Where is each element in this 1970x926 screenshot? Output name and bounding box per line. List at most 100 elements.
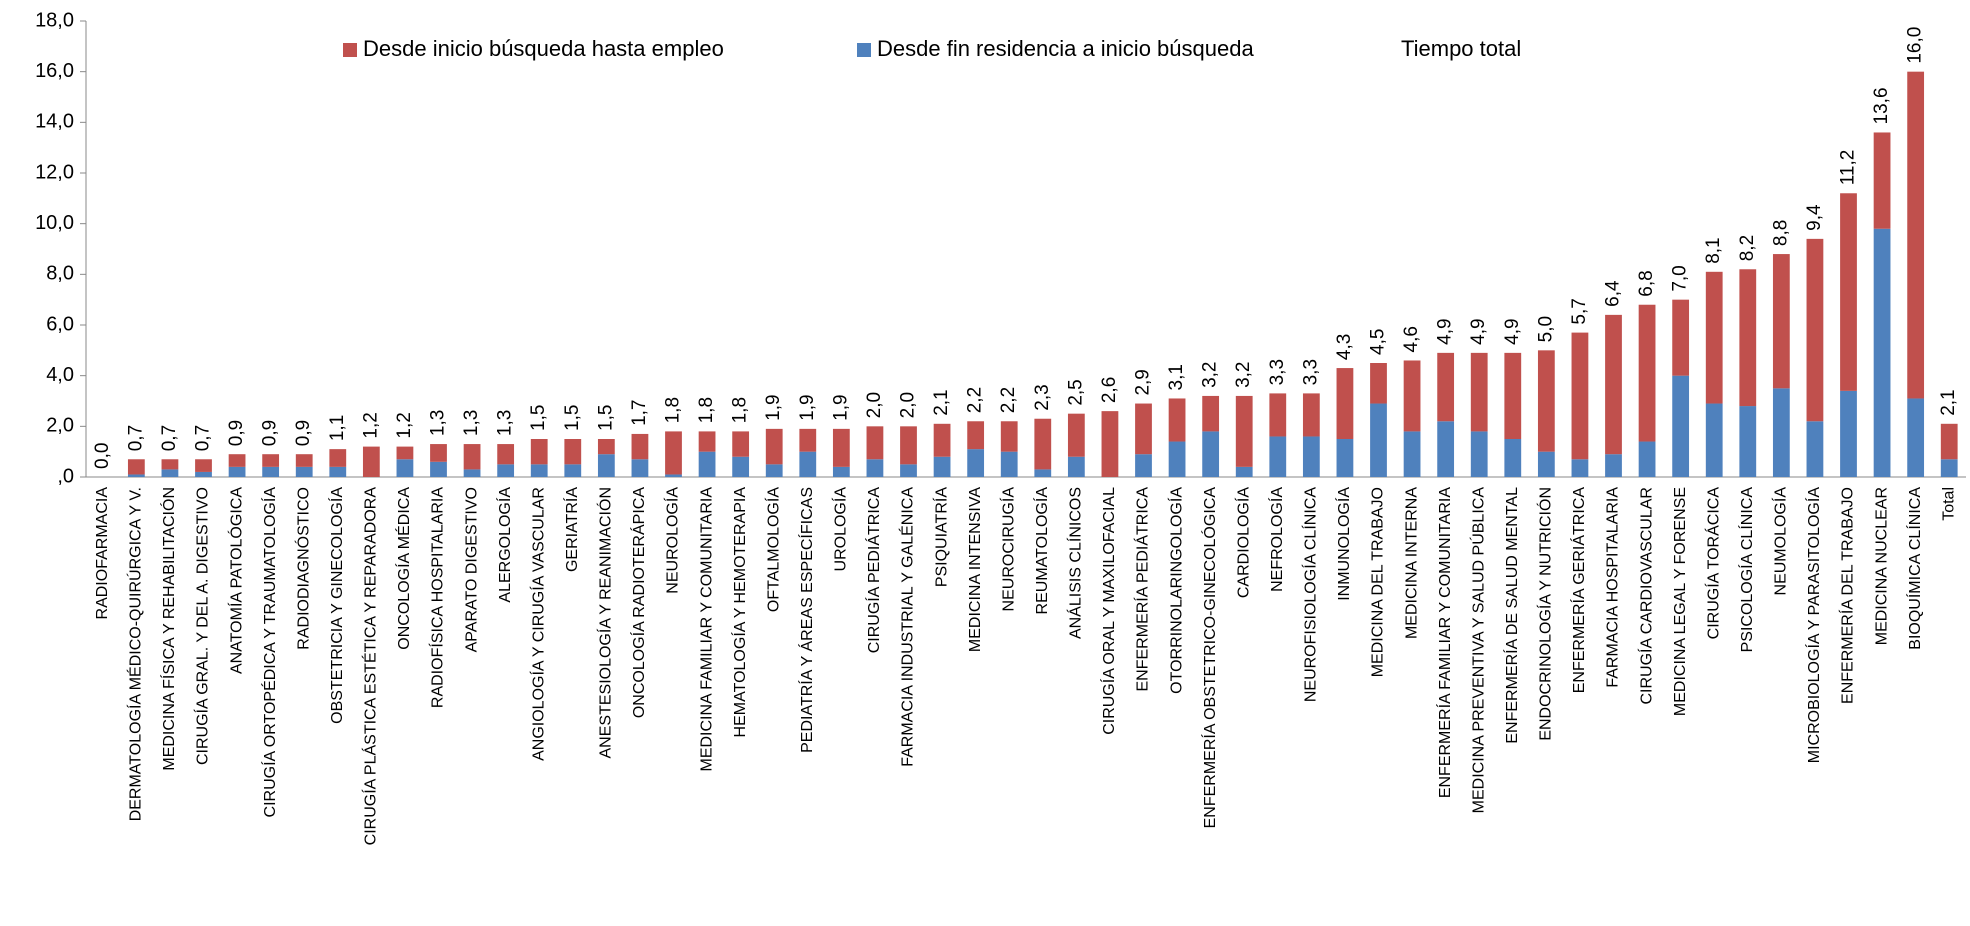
bar-segment — [698, 451, 716, 477]
bar-segment — [1907, 398, 1925, 477]
bar-segment — [1638, 441, 1656, 477]
value-label: 8,8 — [1770, 220, 1791, 246]
x-tick-label: MEDICINA PREVENTIVA Y SALUD PÚBLICA — [1468, 487, 1487, 814]
value-label: 3,2 — [1233, 362, 1254, 388]
x-tick-label: CIRUGÍA PEDIÁTRICA — [864, 487, 883, 654]
bar-segment — [430, 444, 447, 462]
value-label: 0,0 — [92, 443, 113, 469]
bar-segment — [1000, 451, 1018, 477]
bar-segment — [1437, 352, 1455, 422]
value-label: 1,9 — [763, 394, 784, 420]
x-tick-label: MEDICINA DEL TRABAJO — [1370, 487, 1387, 677]
value-label: 1,8 — [663, 397, 684, 423]
bar-segment — [1672, 375, 1690, 477]
x-tick-label: ENFERMERÍA DE SALUD MENTAL — [1502, 487, 1521, 744]
value-label: 2,0 — [864, 392, 885, 418]
y-tick-label: 16,0 — [35, 60, 74, 82]
value-label: 2,2 — [998, 387, 1019, 413]
value-label: 2,2 — [965, 387, 986, 413]
bar-segment — [1470, 431, 1488, 477]
x-tick-label: CIRUGÍA GRAL. Y DEL A. DIGESTIVO — [193, 487, 212, 765]
value-label: 3,1 — [1166, 364, 1187, 390]
bar-segment — [665, 431, 682, 475]
bar-segment — [1605, 454, 1622, 477]
legend-label: Desde fin residencia a inicio búsqueda — [877, 36, 1254, 61]
bar-segment — [564, 464, 582, 477]
x-tick-label: RADIOFÍSICA HOSPITALARIA — [428, 487, 447, 708]
bar-segment — [1470, 352, 1488, 432]
bar-segment — [631, 459, 649, 477]
bar-segment — [1000, 421, 1018, 452]
x-tick-label: ENFERMERÍA PEDIÁTRICA — [1133, 487, 1152, 692]
bar-segment — [1739, 406, 1757, 477]
y-tick-label: 10,0 — [35, 212, 74, 234]
value-label: 16,0 — [1905, 27, 1926, 64]
x-tick-label: CIRUGÍA ORAL Y MAXILOFACIAL — [1099, 487, 1118, 735]
bar-segment — [497, 444, 515, 465]
bar-segment — [1336, 368, 1354, 439]
bar-segment — [1705, 403, 1723, 477]
bar-segment — [799, 451, 817, 477]
x-tick-label: NEUROCIRUGÍA — [998, 487, 1017, 612]
bar-segment — [1605, 314, 1622, 455]
x-tick-label: CIRUGÍA TORÁCICA — [1703, 487, 1722, 640]
bar-segment — [1504, 439, 1522, 477]
x-tick-label: MEDICINA INTENSIVA — [967, 487, 984, 652]
bar-segment — [1269, 436, 1287, 477]
x-tick-label: PSIQUIATRÍA — [931, 487, 950, 587]
value-label: 0,7 — [125, 425, 146, 451]
legend-swatch — [857, 43, 871, 57]
value-label: 6,4 — [1603, 280, 1624, 307]
bar-segment — [967, 421, 985, 450]
x-tick-label: ANGIOLOGÍA Y CIRUGÍA VASCULAR — [528, 487, 547, 761]
bar-segment — [1370, 363, 1387, 404]
bar-segment — [1840, 390, 1857, 477]
bar-segment — [1235, 395, 1253, 467]
bar-segment — [1772, 388, 1790, 477]
value-label: 5,7 — [1569, 298, 1590, 324]
x-tick-label: GERIATRÍA — [562, 487, 581, 572]
value-label: 4,9 — [1435, 318, 1456, 344]
bar-segment — [530, 464, 548, 477]
legend-swatch — [343, 43, 357, 57]
bar-segment — [228, 466, 246, 477]
value-label: 0,7 — [193, 425, 214, 451]
value-label: 2,1 — [1938, 389, 1959, 415]
bar-segment — [933, 423, 951, 457]
value-label: 9,4 — [1804, 204, 1825, 231]
x-tick-label: RADIODIAGNÓSTICO — [293, 487, 312, 650]
bar-segment — [1067, 413, 1085, 457]
value-label: 4,5 — [1368, 329, 1389, 355]
bar-segment — [127, 474, 145, 477]
value-label: 1,3 — [495, 410, 516, 436]
value-label: 4,3 — [1334, 334, 1355, 360]
value-label: 3,2 — [1200, 362, 1221, 388]
value-label: 2,9 — [1133, 369, 1154, 395]
value-label: 1,3 — [428, 410, 449, 436]
value-label: 1,7 — [629, 400, 650, 426]
x-tick-label: ENFERMERÍA FAMILIAR Y COMUNITARIA — [1435, 487, 1454, 798]
x-tick-label: FARMACIA HOSPITALARIA — [1605, 487, 1622, 688]
x-tick-label: MEDICINA FAMILIAR Y COMUNITARIA — [698, 487, 715, 772]
bar-segment — [1571, 332, 1589, 460]
value-label: 2,3 — [1032, 384, 1053, 410]
x-tick-label: OBSTETRICIA Y GINECOLOGÍA — [327, 487, 346, 724]
x-tick-label: ENDOCRINOLOGÍA Y NUTRICIÓN — [1536, 487, 1555, 741]
x-tick-label: UROLOGÍA — [831, 487, 850, 572]
x-tick-label: ANESTESIOLOGÍA Y REANIMACIÓN — [596, 487, 615, 758]
bar-segment — [161, 459, 179, 470]
bar-segment — [1135, 454, 1152, 477]
y-tick-label: 12,0 — [35, 161, 74, 183]
value-label: 1,8 — [730, 397, 751, 423]
x-tick-label: RADIOFARMACIA — [94, 487, 111, 620]
bar-segment — [1571, 459, 1589, 477]
bar-segment — [1672, 299, 1690, 376]
value-label: 0,9 — [260, 420, 281, 446]
bar-segment — [698, 431, 716, 452]
value-label: 0,9 — [293, 420, 314, 446]
bar-segment — [1034, 469, 1052, 477]
y-tick-label: ,0 — [57, 465, 74, 487]
value-label: 1,5 — [528, 405, 549, 431]
x-tick-label: NEUMOLOGÍA — [1771, 487, 1790, 596]
